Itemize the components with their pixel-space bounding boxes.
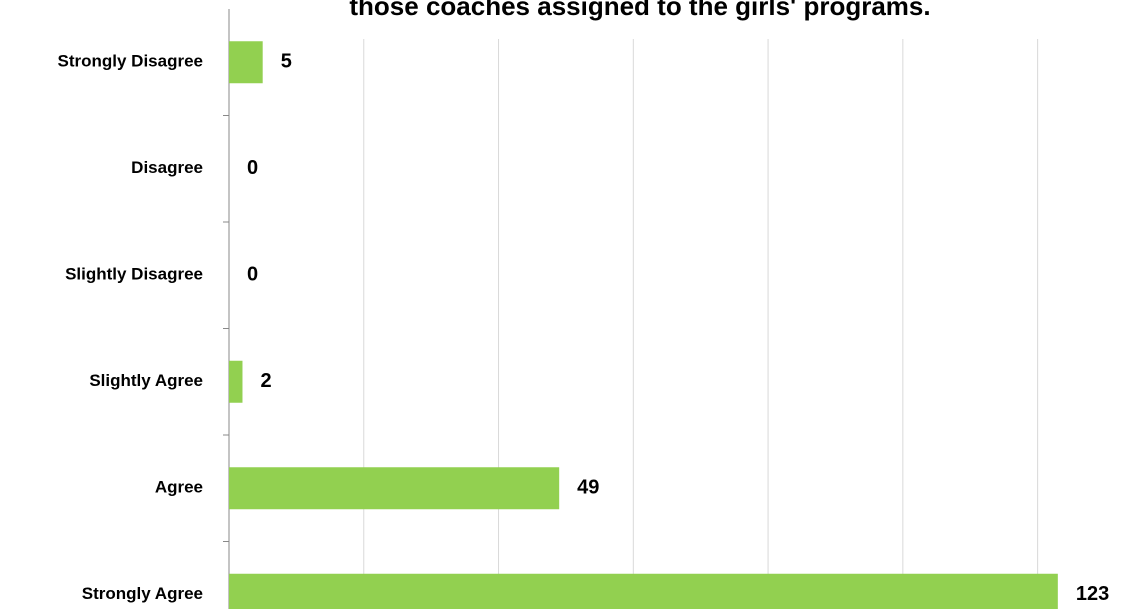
y-tick-label: Agree [155,478,203,497]
y-tick-label: Slightly Disagree [65,265,203,284]
y-tick-label: Slightly Agree [89,371,203,390]
data-label: 2 [260,370,271,392]
data-label: 5 [281,51,292,73]
data-label: 49 [577,477,599,499]
data-label: 0 [247,264,258,286]
y-tick-label: Strongly Disagree [58,52,204,71]
bar [229,41,263,84]
bar [229,360,243,403]
bar [229,467,560,510]
data-label: 123 [1076,583,1109,605]
bar [229,573,1058,609]
y-tick-label: Disagree [131,158,203,177]
chart-title: those coaches assigned to the girls' pro… [349,0,930,21]
data-label: 0 [247,157,258,179]
y-tick-label: Strongly Agree [82,584,203,603]
